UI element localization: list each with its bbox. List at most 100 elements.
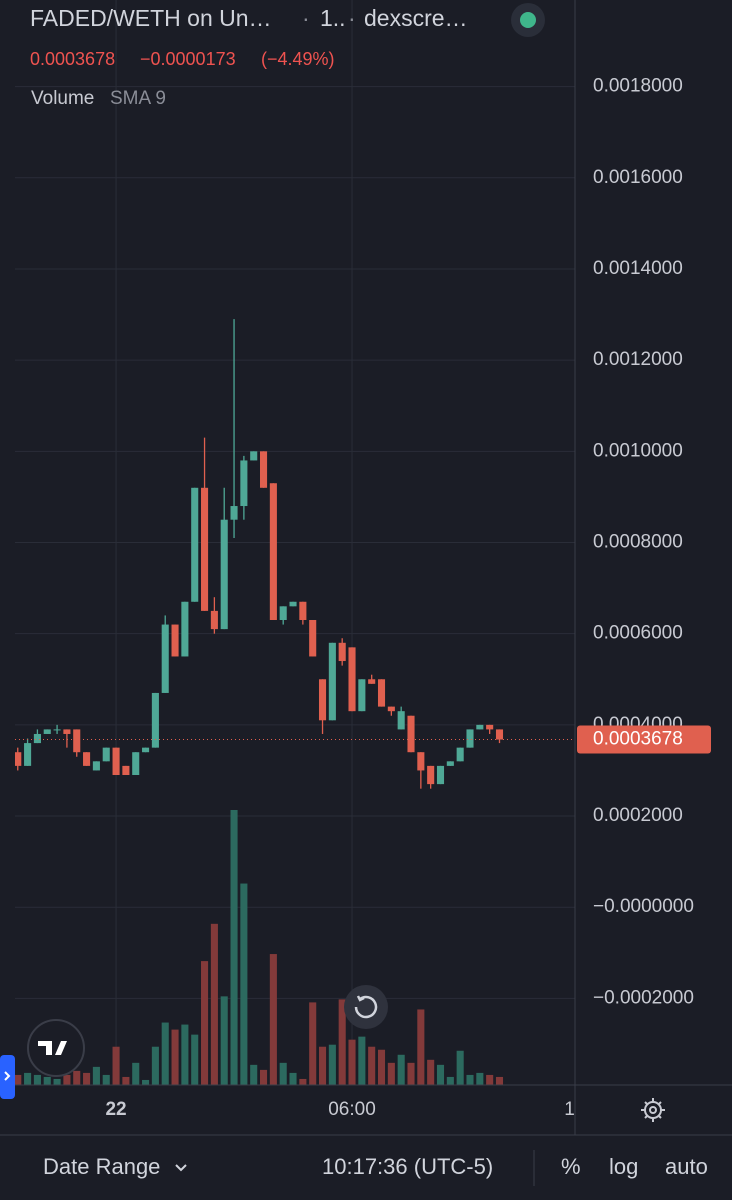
volume-bar [260, 1069, 268, 1085]
candle-body [73, 729, 81, 753]
volume-bar [73, 1070, 81, 1085]
volume-bar [132, 1062, 140, 1085]
side-tab-arrow [4, 1071, 11, 1081]
volume-bar [191, 1034, 199, 1085]
volume-bar [269, 954, 277, 1085]
candle-body [102, 747, 110, 762]
candle-body [436, 765, 445, 785]
last-price: 0.0003678 [30, 49, 115, 69]
source: dexscre… [364, 5, 468, 31]
candle-body [53, 729, 61, 731]
date-range-caret [175, 1164, 187, 1172]
settings-icon[interactable] [641, 1098, 665, 1122]
y-tick-label: 0.0006000 [593, 623, 683, 644]
date-range-button[interactable]: Date Range [43, 1154, 160, 1179]
volume-bar [122, 1076, 130, 1085]
volume-bar [230, 810, 238, 1085]
volume-bar [377, 1049, 386, 1085]
candle-body [112, 747, 120, 775]
volume-bar [24, 1072, 32, 1085]
volume-bar [289, 1072, 297, 1085]
x-tick-label: 06:00 [328, 1099, 376, 1120]
candle-body [397, 711, 405, 730]
candle-body [181, 601, 189, 657]
candle-body [92, 761, 100, 771]
volume-bar [427, 1059, 435, 1085]
percent-toggle[interactable]: % [561, 1154, 581, 1179]
reset-icon [354, 995, 378, 1019]
volume-bar [358, 1036, 366, 1085]
volume-bar [53, 1078, 61, 1085]
candle-body [328, 642, 336, 721]
volume-bar [181, 1024, 189, 1085]
volume-bar [486, 1074, 494, 1085]
volume-bar [417, 1009, 425, 1085]
candle-body [466, 729, 474, 748]
volume-bar [83, 1072, 91, 1085]
interval: 1.. [320, 5, 346, 31]
volume-bar [338, 999, 346, 1085]
status-dot [520, 12, 536, 28]
candle-body [220, 519, 228, 630]
candle-body [289, 601, 297, 607]
log-toggle[interactable]: log [609, 1154, 638, 1179]
candle-body [299, 601, 307, 620]
y-tick-label: 0.0002000 [593, 805, 683, 826]
chart-title: FADED/WETH on Un… [30, 5, 272, 31]
separator: · [348, 5, 356, 31]
candle-body [446, 761, 454, 766]
candle-body [279, 606, 287, 620]
candle-body [230, 506, 238, 520]
volume-bar [368, 1046, 376, 1085]
volume-bar [240, 883, 248, 1085]
volume-bar [397, 1054, 405, 1085]
volume-bar [495, 1076, 504, 1085]
candle-body [210, 610, 218, 630]
y-tick-label: 0.0012000 [593, 349, 683, 370]
candle-body [309, 620, 317, 657]
candle-body [132, 752, 140, 775]
candle-body [486, 724, 494, 730]
candle-body [151, 692, 159, 748]
y-tick-label: 0.0014000 [593, 258, 683, 279]
candle-body [417, 752, 425, 771]
volume-bar [309, 1002, 317, 1085]
candle-body [33, 733, 41, 744]
volume-bar [15, 1074, 22, 1085]
volume-bar [33, 1074, 41, 1085]
volume-bar [466, 1074, 474, 1085]
volume-bar [299, 1078, 307, 1085]
y-tick-label: 0.0016000 [593, 167, 683, 188]
volume-bar [328, 1044, 336, 1085]
reset-button[interactable] [344, 985, 388, 1029]
candle-body [377, 679, 386, 707]
volume-bar [102, 1074, 110, 1085]
candle-body [15, 752, 22, 766]
volume-bar [210, 923, 218, 1085]
candle-body [476, 724, 484, 730]
volume-bar [151, 1046, 159, 1085]
separator: · [302, 5, 310, 31]
x-tick-label: 12:00 [564, 1099, 612, 1120]
last-price-label: 0.0003678 [593, 729, 683, 750]
candle-body [250, 451, 258, 461]
y-tick-label: 0.0010000 [593, 440, 683, 461]
last-price-tag [577, 725, 711, 754]
volume-bar [171, 1029, 179, 1085]
volume-bar [142, 1079, 150, 1085]
candle-body [269, 483, 277, 620]
volume-label: Volume [31, 88, 94, 109]
logo [38, 1041, 67, 1055]
volume-bar [161, 1022, 169, 1085]
candle-body [43, 729, 51, 734]
y-tick-label: 0.0008000 [593, 532, 683, 553]
candle-body [63, 729, 71, 734]
candle-body [83, 752, 91, 766]
volume-bar [43, 1076, 51, 1085]
auto-toggle[interactable]: auto [665, 1154, 708, 1179]
candle-body [387, 706, 395, 712]
logo-badge[interactable] [27, 1019, 85, 1077]
volume-bar [407, 1062, 415, 1085]
y-tick-label: −0.0000000 [593, 896, 694, 917]
